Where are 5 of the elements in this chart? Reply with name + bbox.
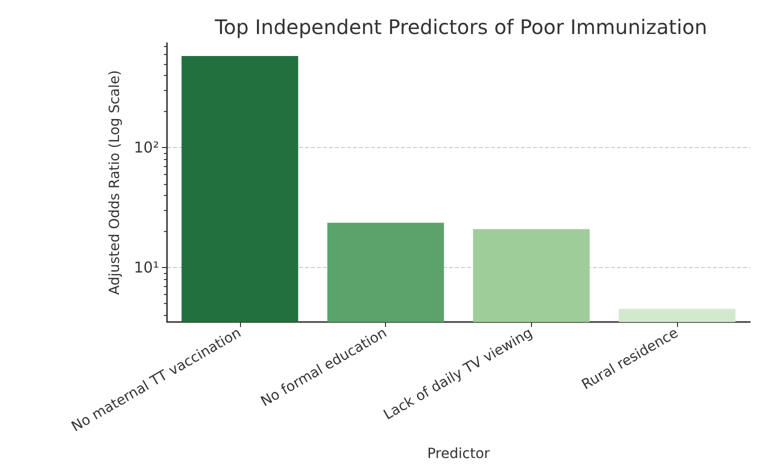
y-tick-label: 10¹ xyxy=(134,258,159,276)
y-tick-label: 10² xyxy=(134,138,159,157)
chart-title: Top Independent Predictors of Poor Immunization xyxy=(214,15,708,39)
x-axis-title: Predictor xyxy=(427,446,490,462)
y-axis-title: Adjusted Odds Ratio (Log Scale) xyxy=(107,70,123,295)
